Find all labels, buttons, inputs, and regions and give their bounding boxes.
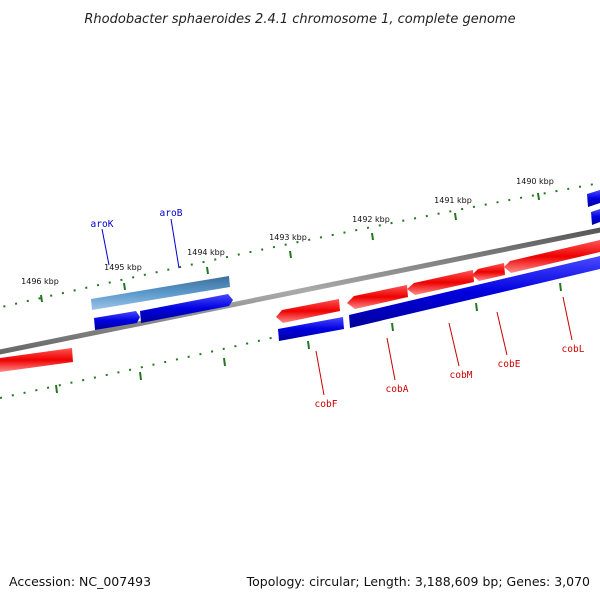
gene-label-coba[interactable]: cobA (386, 384, 409, 395)
major-ticks-upper (40, 192, 540, 303)
kbp-label-1492: 1492 kbp (352, 215, 390, 224)
kbp-label-1493: 1493 kbp (269, 233, 307, 242)
gene-label-cobl[interactable]: cobL (562, 344, 585, 355)
kbp-label-1494: 1494 kbp (187, 248, 225, 257)
reverse-strand-genes (0, 240, 600, 372)
kbp-label-1491: 1491 kbp (434, 196, 472, 205)
inner-forward-genes (278, 256, 600, 341)
gene-arrow-cobl[interactable] (504, 240, 600, 273)
gene-arrow-cobe[interactable] (472, 263, 505, 281)
chromosome-backbone (0, 227, 600, 355)
major-ticks-lower (55, 282, 562, 394)
gene-highlight-arok[interactable] (91, 276, 230, 310)
gene-label-arok[interactable]: aroK (91, 219, 114, 230)
gene-block-forward[interactable] (591, 209, 600, 225)
gene-block-forward[interactable] (278, 317, 344, 341)
gene-block-reverse[interactable] (0, 348, 73, 372)
gene-arrow-cobm[interactable] (407, 270, 474, 295)
kbp-label-1496: 1496 kbp (21, 277, 59, 286)
gene-label-cobf[interactable]: cobF (315, 399, 338, 410)
gene-arrow-arok[interactable] (94, 311, 140, 330)
gene-labels: aroK aroB cobF cobA cobM cobE cobL (91, 208, 585, 410)
map-title: Rhodobacter sphaeroides 2.4.1 chromosome… (84, 12, 515, 27)
gene-block-forward[interactable] (349, 256, 600, 328)
accession-text: Accession: NC_007493 (9, 574, 151, 589)
kbp-label-1495: 1495 kbp (104, 263, 142, 272)
gene-label-cobm[interactable]: cobM (450, 370, 473, 381)
gene-label-cobe[interactable]: cobE (498, 359, 521, 370)
gene-arrow-cobf[interactable] (276, 299, 340, 323)
gene-arrow-coba[interactable] (347, 285, 408, 309)
label-leaders (101, 218, 573, 396)
gene-label-arob[interactable]: aroB (160, 208, 183, 219)
forward-strand-genes (91, 190, 600, 330)
topology-text: Topology: circular; Length: 3,188,609 bp… (246, 574, 590, 589)
gene-arrow-arob[interactable] (140, 294, 233, 323)
gene-block-forward[interactable] (587, 190, 600, 207)
kbp-label-1490: 1490 kbp (516, 177, 554, 186)
kbp-labels: 1490 kbp 1491 kbp 1492 kbp 1493 kbp 1494… (21, 177, 554, 286)
